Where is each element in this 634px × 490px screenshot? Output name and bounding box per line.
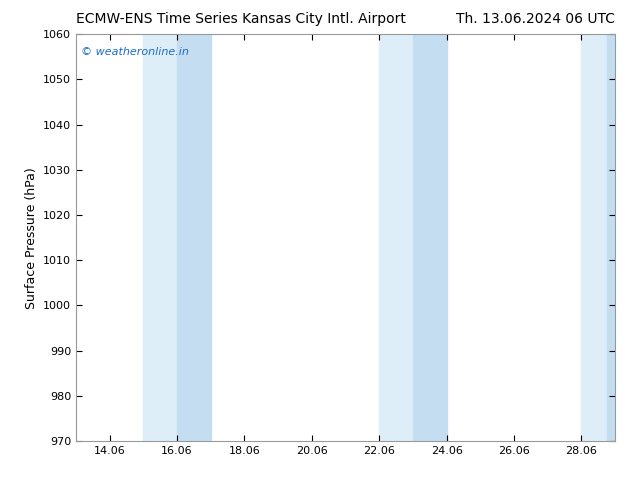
Bar xyxy=(607,34,634,441)
Bar xyxy=(177,34,210,441)
Text: ECMW-ENS Time Series Kansas City Intl. Airport: ECMW-ENS Time Series Kansas City Intl. A… xyxy=(76,12,406,26)
Bar xyxy=(143,34,177,441)
Text: Th. 13.06.2024 06 UTC: Th. 13.06.2024 06 UTC xyxy=(456,12,615,26)
Y-axis label: Surface Pressure (hPa): Surface Pressure (hPa) xyxy=(25,167,37,309)
Bar xyxy=(581,34,607,441)
Bar xyxy=(413,34,446,441)
Bar xyxy=(379,34,413,441)
Text: © weatheronline.in: © weatheronline.in xyxy=(81,47,190,56)
